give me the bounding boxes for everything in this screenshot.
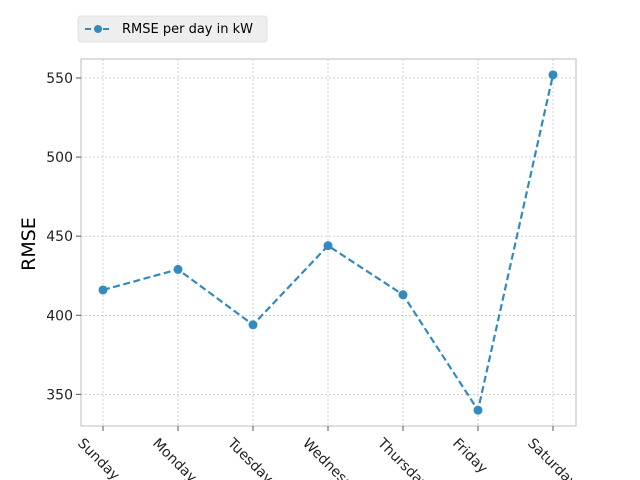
data-point [473,405,483,415]
data-point [98,285,108,295]
x-axis-ticks: Sunday Monday Tuesday Wednesday Thursday Frid… [74,426,580,480]
data-point [248,320,258,330]
x-tick-label: Tuesday [223,435,275,480]
x-tick-label: Wednesday [299,436,368,480]
y-axis-label: RMSE [18,217,40,271]
series-rmse [98,70,558,415]
y-tick-label: 500 [46,150,73,166]
y-tick-label: 350 [46,387,73,403]
data-point [398,290,408,300]
y-tick-label: 450 [46,229,73,245]
data-point [548,70,558,80]
data-point [173,264,183,274]
legend-label: RMSE per day in kW [122,22,253,37]
x-tick-label: Monday [149,436,199,480]
x-tick-label: Thursday [373,435,431,480]
y-tick-label: 550 [46,71,73,87]
y-tick-label: 400 [46,308,73,324]
x-tick-label: Sunday [74,436,122,480]
y-axis-ticks: 350 400 450 500 550 [46,71,81,403]
legend-box [77,15,268,43]
legend-marker [94,25,102,33]
grid-lines [81,59,576,426]
data-point [323,241,333,251]
legend: RMSE per day in kW [77,15,268,43]
x-tick-label: Friday [449,436,490,477]
x-tick-label: Saturday [524,436,580,480]
